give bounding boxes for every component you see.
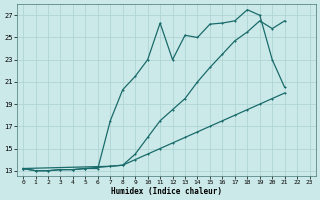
X-axis label: Humidex (Indice chaleur): Humidex (Indice chaleur) xyxy=(111,187,222,196)
